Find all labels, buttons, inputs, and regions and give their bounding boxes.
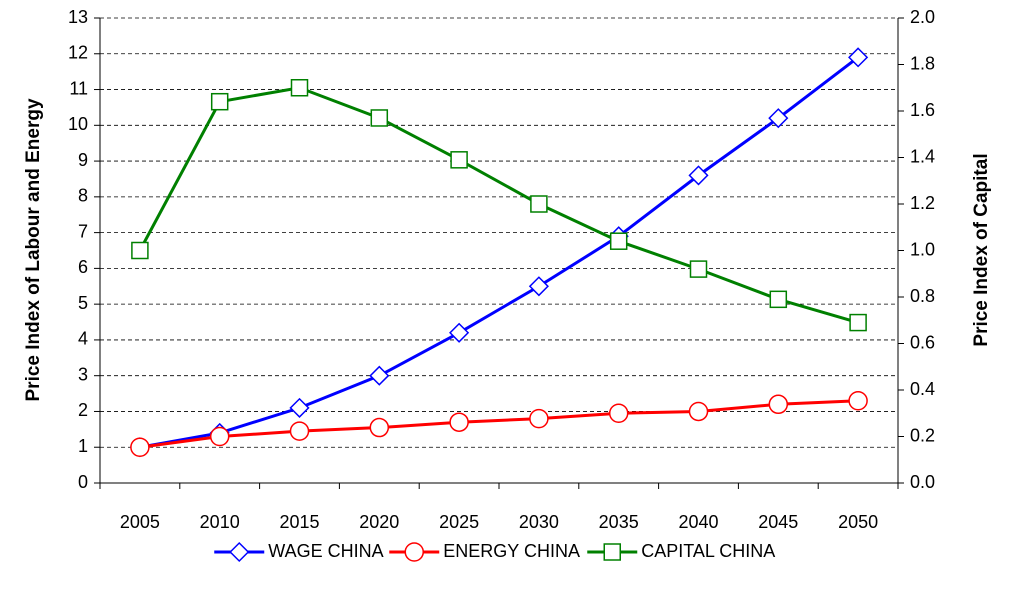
y-tick-label: 9 [78,150,88,170]
data-point [449,322,470,343]
y2-tick-label: 0.2 [910,425,935,445]
data-point [289,397,310,418]
data-point [849,313,867,332]
y2-tick-label: 1.8 [910,53,935,73]
y2-tick-label: 0.0 [910,472,935,492]
legend-marker [404,542,424,562]
y-tick-label: 13 [68,7,88,27]
series-line [138,86,859,325]
y-tick-label: 7 [78,221,88,241]
y-axis-title: Price Index of Labour and Energy [23,98,44,401]
y-tick-label: 3 [78,364,88,384]
data-point [528,276,549,297]
y-tick-label: 2 [78,400,88,420]
data-point [769,290,788,309]
y-tick-label: 5 [78,293,88,313]
legend-label: ENERGY CHINA [443,541,580,561]
y-tick-label: 8 [78,186,88,206]
x-tick-label: 2005 [120,512,160,532]
series-line [139,399,859,449]
y2-tick-label: 0.8 [910,286,935,306]
data-point [529,408,549,429]
data-point [608,403,629,423]
x-tick-label: 2015 [279,512,319,532]
data-point [449,412,469,432]
x-tick-label: 2050 [838,512,878,532]
y2-tick-label: 0.4 [910,379,935,399]
x-tick-label: 2030 [519,512,559,532]
data-point [450,151,468,169]
y-tick-label: 6 [78,257,88,277]
series-line [139,56,860,449]
data-point [848,47,869,68]
data-point [131,241,149,260]
data-point [209,426,230,447]
data-point [689,260,708,278]
data-point [369,417,390,438]
y-tick-label: 0 [78,472,88,492]
legend-label: WAGE CHINA [268,541,383,561]
data-point [130,437,150,457]
data-point [370,109,389,127]
data-point [768,108,789,129]
y2-tick-label: 1.4 [910,146,935,166]
y-tick-label: 4 [78,329,88,349]
y2-tick-label: 1.6 [910,100,935,120]
data-point [530,195,548,213]
y2-axis-title: Price Index of Capital [971,153,992,346]
x-tick-label: 2025 [439,512,479,532]
x-tick-label: 2045 [758,512,798,532]
data-point [848,390,868,411]
x-tick-label: 2035 [599,512,639,532]
data-point [768,394,789,415]
y-tick-label: 11 [69,78,88,98]
legend-marker [229,541,250,563]
y2-tick-label: 2.0 [910,7,935,27]
y2-tick-label: 0.6 [910,332,935,352]
y-tick-label: 1 [78,436,88,456]
data-point [289,421,310,441]
data-point [369,365,390,386]
data-point [688,401,709,422]
data-point [688,165,709,186]
y-tick-label: 12 [68,43,88,63]
y2-tick-label: 1.2 [910,193,935,213]
y2-tick-label: 1.0 [910,239,935,259]
x-tick-label: 2040 [678,512,718,532]
legend-marker [603,543,621,561]
data-point [609,232,628,250]
legend-label: CAPITAL CHINA [641,541,775,561]
y-tick-label: 10 [68,114,88,134]
data-point [290,79,309,97]
x-tick-label: 2010 [200,512,240,532]
data-point [210,92,229,111]
x-tick-label: 2020 [359,512,399,532]
